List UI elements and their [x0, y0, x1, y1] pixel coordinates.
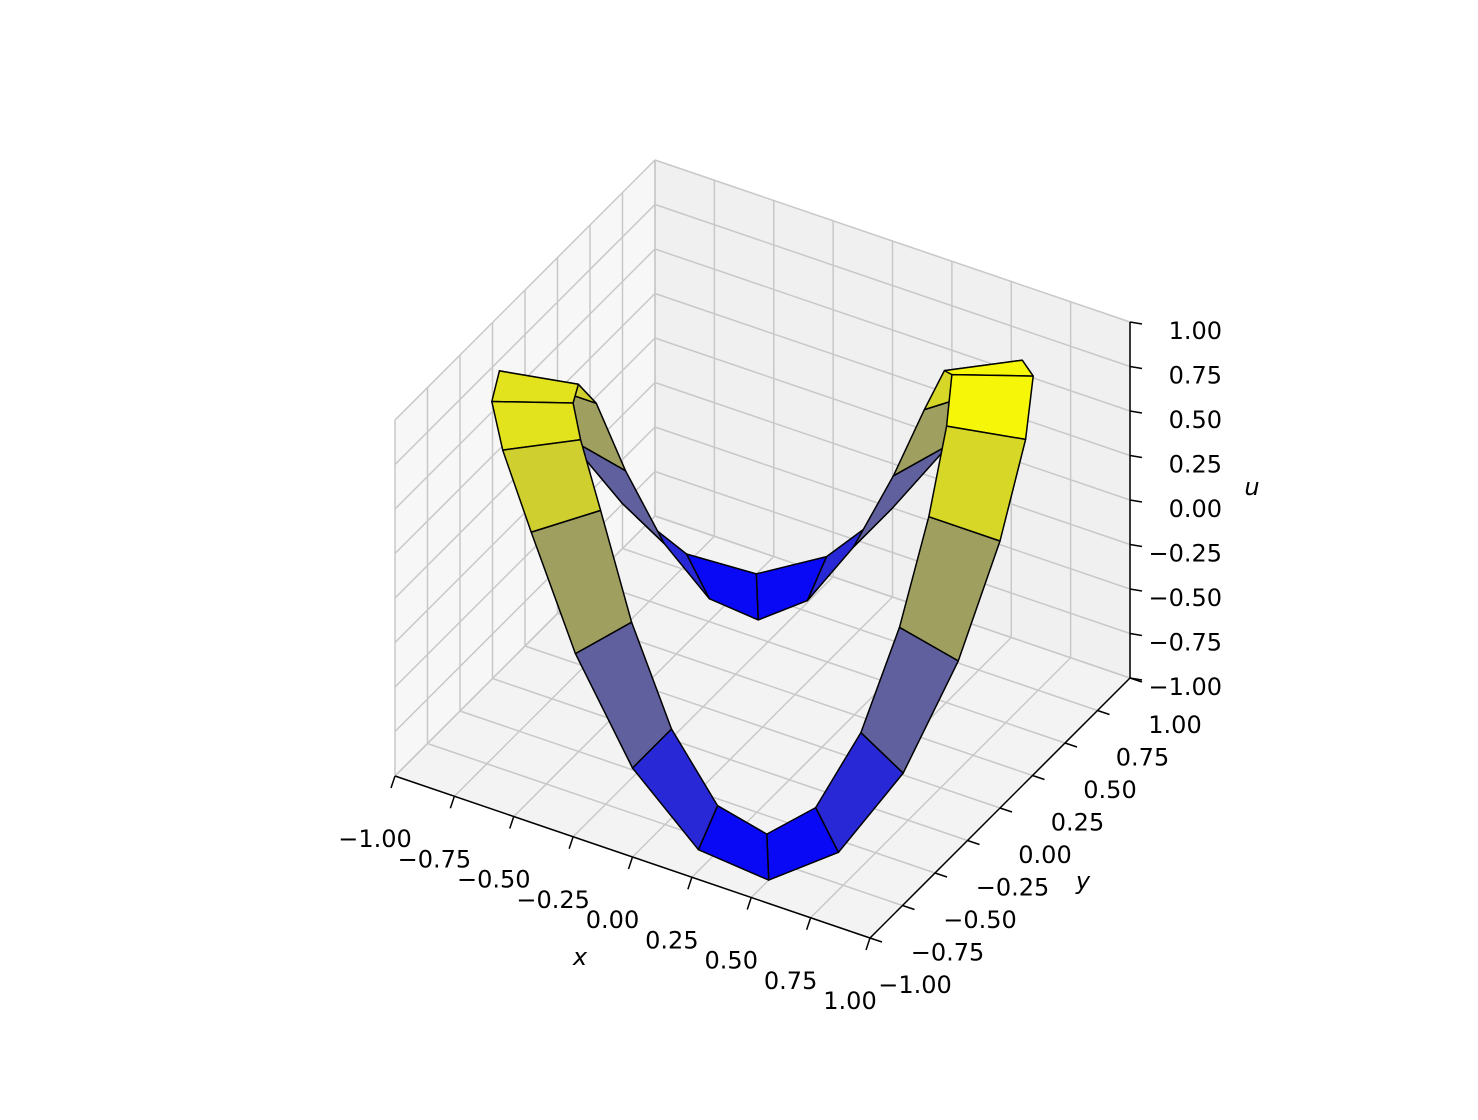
x-tick-label: −0.25: [516, 886, 590, 914]
y-tick-label: −0.75: [911, 939, 985, 967]
grid-line: [394, 470, 656, 733]
x-tick-label: 0.25: [645, 926, 698, 954]
x-axis-label: x: [572, 943, 588, 971]
y-tick-label: 0.00: [1018, 841, 1071, 869]
y-tick-label: 0.50: [1083, 776, 1136, 804]
x-tick-label: −1.00: [338, 825, 412, 853]
x-tick: [449, 796, 456, 809]
z-tick-label: 0.50: [1169, 406, 1222, 434]
y-tick: [999, 807, 1013, 813]
grid-line: [492, 677, 968, 842]
x-tick: [390, 775, 396, 789]
grid-line: [654, 203, 1131, 368]
x-axis-line: [394, 775, 871, 939]
grid-line: [654, 381, 1131, 546]
z-tick: [1129, 410, 1143, 414]
x-tick-label: −0.75: [398, 845, 472, 873]
x-tick-label: 1.00: [823, 987, 876, 1015]
x-tick: [627, 856, 634, 870]
y-tick: [934, 872, 948, 878]
y-tick: [1097, 709, 1110, 716]
z-tick-label: −0.75: [1148, 629, 1222, 657]
grid-line: [394, 203, 656, 466]
y-tick-label: −0.25: [976, 874, 1050, 902]
x-tick: [568, 836, 574, 849]
z-tick-label: −1.00: [1148, 673, 1222, 701]
y-tick-label: −1.00: [878, 971, 952, 999]
surface-face: [501, 439, 602, 533]
z-tick-label: −0.25: [1148, 540, 1222, 568]
x-tick-label: 0.00: [586, 906, 639, 934]
y-tick: [967, 839, 980, 846]
y-tick-label: −0.50: [943, 906, 1017, 934]
z-tick: [1129, 543, 1143, 548]
y-tick-label: 0.75: [1116, 744, 1169, 772]
z-tick: [1129, 454, 1143, 459]
y-axis-label: y: [1075, 867, 1091, 895]
grid-line: [654, 515, 1131, 679]
grid-line: [394, 159, 656, 421]
y-tick-label: 0.25: [1051, 809, 1104, 837]
z-tick: [1129, 499, 1143, 503]
z-tick-label: 1.00: [1169, 317, 1222, 345]
z-tick-label: 0.75: [1169, 362, 1222, 390]
grid-line: [654, 292, 1131, 457]
z-tick-label: 0.25: [1169, 451, 1222, 479]
x-tick: [746, 897, 752, 910]
y-tick-label: 1.00: [1148, 711, 1201, 739]
y-tick: [1064, 742, 1078, 748]
grid-line: [654, 470, 1131, 635]
x-tick: [865, 937, 871, 951]
x-tick: [805, 917, 812, 930]
surface: [491, 359, 1034, 881]
x-tick: [687, 877, 693, 890]
grid-line: [654, 159, 1131, 323]
z-tick-label: −0.50: [1148, 584, 1222, 612]
panes: [390, 158, 1143, 951]
z-tick: [1129, 588, 1143, 592]
z-tick: [1129, 365, 1143, 370]
surface-face: [928, 425, 1027, 542]
y-tick: [902, 904, 915, 911]
z-tick: [1129, 321, 1143, 325]
grid-line: [427, 742, 903, 907]
grid-line: [654, 337, 1131, 501]
grid-line: [589, 580, 1066, 744]
z-tick: [1129, 677, 1143, 681]
y-tick: [1032, 774, 1045, 781]
z-tick-label: 0.00: [1169, 495, 1222, 523]
y-tick: [869, 937, 883, 943]
x-tick: [509, 816, 515, 829]
z-tick: [1129, 632, 1143, 637]
x-tick-label: −0.50: [457, 866, 531, 894]
y-axis-line: [869, 677, 1131, 939]
grid-line: [654, 248, 1131, 412]
z-axis-label: u: [1244, 473, 1259, 501]
x-tick-label: 0.50: [705, 947, 758, 975]
x-tick-label: 0.75: [764, 967, 817, 995]
